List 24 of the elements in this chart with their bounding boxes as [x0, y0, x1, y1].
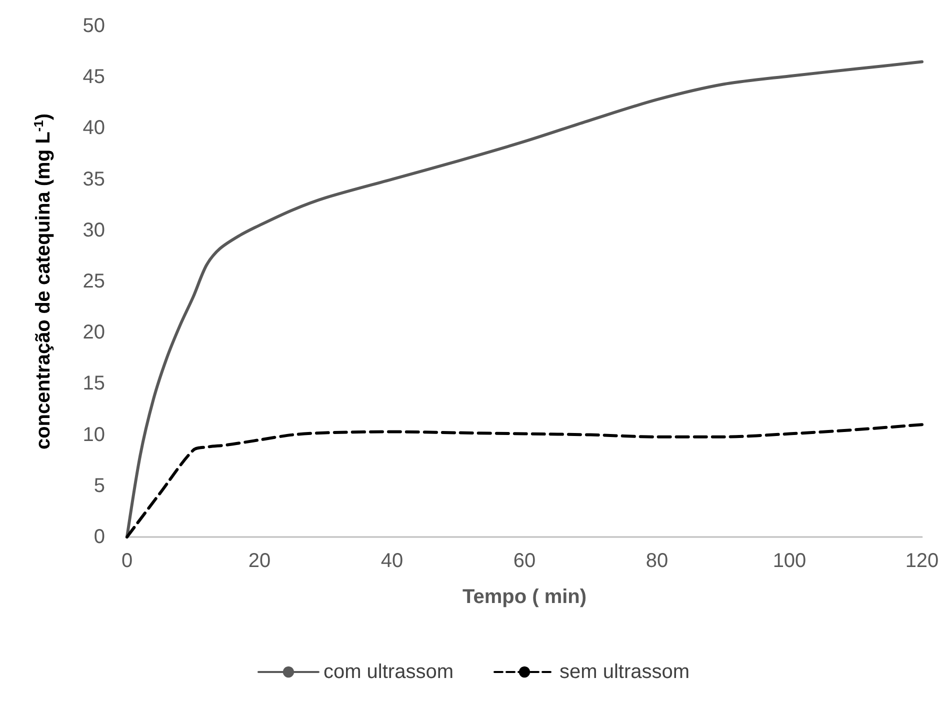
line-series [126, 423, 924, 538]
legend-label: com ultrassom [323, 661, 454, 683]
x-axis-title: Tempo ( min) [462, 586, 587, 608]
x-tick-label: 0 [121, 550, 133, 572]
x-tick-label: 100 [772, 550, 806, 572]
y-tick-label: 45 [82, 66, 105, 88]
x-tick-label: 80 [646, 550, 668, 572]
line-series [126, 60, 924, 538]
y-tick-label: 5 [94, 474, 105, 497]
y-tick-label: 40 [82, 117, 105, 140]
y-tick-label: 20 [82, 322, 105, 344]
y-tick-label: 0 [94, 526, 105, 548]
y-axis-title: concentração de catequina (mg L-1) [31, 113, 54, 450]
y-tick-label: 15 [82, 372, 105, 395]
x-tick-label: 40 [380, 550, 404, 572]
x-tick-label: 60 [513, 550, 536, 572]
legend-label: sem ultrassom [560, 661, 690, 683]
y-tick-label: 35 [82, 168, 105, 190]
x-tick-label: 20 [248, 550, 271, 572]
y-tick-label: 50 [82, 15, 105, 37]
y-tick-label: 25 [82, 270, 105, 292]
y-tick-label: 10 [82, 424, 105, 446]
x-tick-label: 120 [905, 550, 939, 572]
y-tick-label: 30 [82, 219, 105, 242]
